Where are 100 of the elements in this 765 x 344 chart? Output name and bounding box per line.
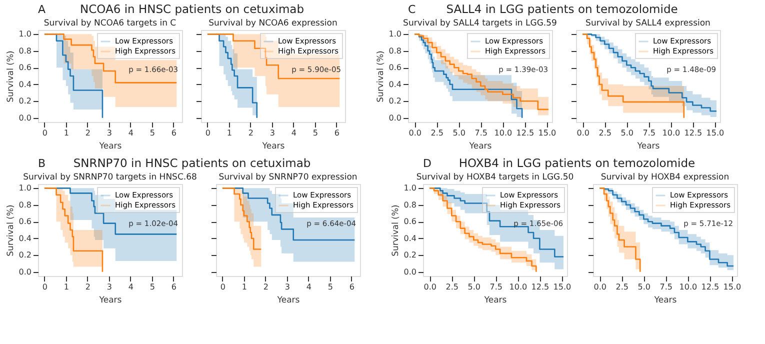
chart-title: Survival by SALL4 expression (586, 18, 710, 28)
y-tick-label: 0.2 (404, 250, 416, 260)
x-tick-label: 10.0 (679, 282, 698, 292)
x-axis-title: Years (276, 296, 300, 306)
x-tick-label: 5 (150, 128, 155, 138)
x-tick-label: 15.0 (553, 282, 572, 292)
y-tick-label: 0.4 (388, 80, 402, 89)
text: SALL4 in LGG patients on temozolomide (446, 2, 678, 16)
text: HOXB4 in LGG patients on temozolomide (458, 156, 696, 170)
x-tick-label: 5.0 (468, 282, 481, 292)
x-tick-label: 1 (64, 128, 69, 138)
x-tick-label: 10.0 (662, 128, 680, 138)
x-tick-label: 3 (270, 128, 275, 138)
x-tick-label: 5 (312, 128, 318, 138)
x-tick-label: 5.0 (638, 282, 651, 292)
x-tick-label: 2 (248, 128, 254, 138)
x-tick-label: 12.5 (701, 282, 720, 292)
x-tick-label: 15.0 (706, 128, 724, 138)
x-tick-label: 12.5 (684, 128, 702, 138)
text: D (423, 157, 432, 170)
x-tick-label: 6 (349, 282, 354, 292)
x-tick-label: 1 (242, 282, 247, 292)
y-tick-label: 0.0 (18, 113, 32, 122)
y-tick-label: 0.8 (18, 46, 32, 56)
x-tick-label: 0.0 (424, 282, 436, 292)
x-tick-label: 12.5 (531, 282, 550, 292)
y-axis-title: Survival (%) (390, 204, 401, 256)
y-tick-label: 0.6 (388, 63, 402, 72)
y-tick-label: 0.6 (18, 217, 32, 226)
x-tick-label: 3 (284, 282, 290, 292)
x-axis-title: Years (261, 142, 286, 152)
x-tick-label: 5 (328, 282, 333, 292)
y-tick-label: 1.0 (404, 184, 416, 193)
x-tick-label: 4 (128, 282, 134, 292)
x-tick-label: 2.5 (616, 282, 628, 292)
x-tick-label: 7.5 (474, 128, 488, 138)
chart-title: Survival by SNRNP70 targets in HNSC.68 (23, 172, 197, 182)
x-tick-label: 6 (171, 128, 176, 138)
x-tick-label: 0.0 (576, 128, 590, 138)
x-tick-label: 7.5 (490, 282, 503, 292)
y-tick-label: 0.2 (388, 96, 402, 106)
x-tick-label: 2 (85, 128, 90, 138)
chart-title: Survival by HOXB4 targets in LGG.50 (416, 172, 574, 182)
y-tick-label: 0.2 (18, 250, 32, 260)
x-tick-label: 0 (42, 282, 48, 292)
text: C (408, 3, 416, 16)
text: NCOA6 in HNSC patients on cetuximab (80, 2, 304, 16)
y-axis-title: Survival (%) (6, 50, 16, 102)
x-tick-label: 1 (64, 282, 69, 292)
y-tick-label: 1.0 (388, 30, 402, 39)
y-tick-label: 0.0 (404, 267, 416, 276)
y-tick-label: 0.8 (18, 200, 32, 210)
y-tick-label: 0.4 (18, 80, 32, 89)
x-tick-label: 6 (171, 282, 176, 292)
y-tick-label: 0.4 (404, 234, 416, 243)
x-axis-title: Years (483, 296, 508, 306)
x-tick-label: 15.0 (538, 128, 556, 138)
x-tick-label: 2 (85, 282, 90, 292)
chart-title: Survival by SALL4 targets in LGG.59 (403, 18, 557, 28)
x-axis-title: Years (468, 142, 492, 152)
text: SNRNP70 in HNSC patients on cetuximab (73, 156, 311, 170)
x-tick-label: 5.0 (452, 128, 466, 138)
x-tick-label: 7.5 (642, 128, 656, 138)
x-tick-label: 2.5 (598, 128, 612, 138)
x-tick-label: 0 (220, 282, 226, 292)
y-tick-label: 0.4 (18, 234, 32, 243)
y-tick-label: 0.2 (18, 96, 32, 106)
x-tick-label: 3 (106, 282, 112, 292)
x-axis-title: Years (653, 296, 678, 306)
x-tick-label: 0.0 (594, 282, 606, 292)
y-tick-label: 0.6 (404, 217, 416, 226)
y-tick-label: 0.8 (388, 46, 402, 56)
x-tick-label: 12.5 (516, 128, 534, 138)
x-tick-label: 6 (334, 128, 340, 138)
x-tick-label: 5.0 (620, 128, 634, 138)
text: B (38, 157, 46, 170)
chart-title: Survival by NCOA6 targets in C (44, 18, 176, 28)
x-tick-label: 4 (291, 128, 296, 138)
y-tick-label: 1.0 (18, 184, 32, 193)
x-tick-label: 2.5 (430, 128, 444, 138)
y-tick-label: 0.6 (18, 63, 32, 72)
x-tick-label: 1 (226, 128, 232, 138)
y-axis-title: Survival (%) (376, 50, 386, 102)
x-tick-label: 4 (306, 282, 312, 292)
x-tick-label: 0 (42, 128, 48, 138)
chart-title: Survival by NCOA6 expression (208, 18, 338, 28)
y-tick-label: 0.8 (404, 200, 416, 210)
y-tick-label: 1.0 (18, 30, 32, 39)
y-tick-label: 0.0 (388, 113, 402, 122)
x-tick-label: 10.0 (509, 282, 528, 292)
chart-title: Survival by SNRNP70 expression (218, 172, 358, 182)
text: A (38, 3, 46, 16)
x-tick-label: 4 (128, 128, 134, 138)
x-axis-title: Years (98, 296, 122, 306)
x-tick-label: 15.0 (723, 282, 742, 292)
x-tick-label: 2 (263, 282, 268, 292)
x-axis-title: Years (636, 142, 660, 152)
x-tick-label: 5 (150, 282, 155, 292)
y-tick-label: 0.0 (18, 267, 32, 276)
x-tick-label: 7.5 (660, 282, 673, 292)
